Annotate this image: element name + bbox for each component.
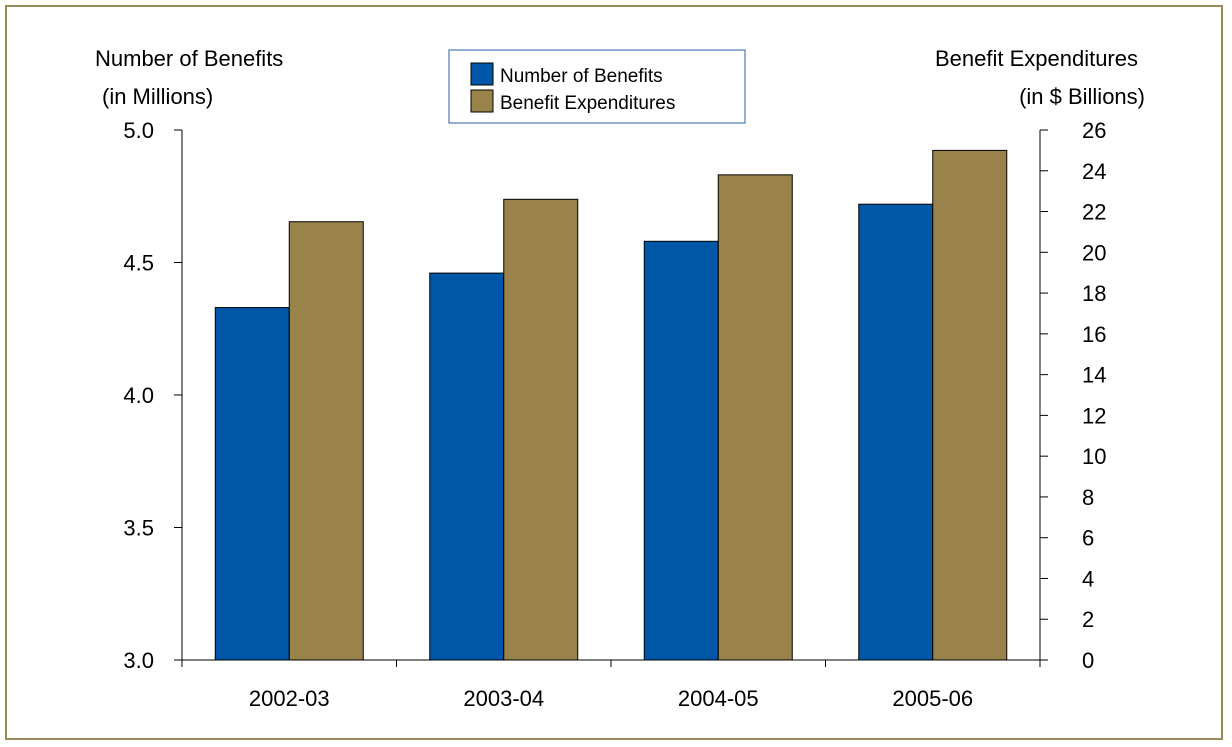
legend-swatch-number-of-benefits <box>470 62 494 86</box>
right-axis-tick-label: 10 <box>1082 444 1106 469</box>
right-axis-tick-label: 16 <box>1082 322 1106 347</box>
bar-benefit-expenditures-2005-06 <box>932 149 1008 661</box>
bar-number-of-benefits-2004-05 <box>643 240 719 661</box>
bar-number-of-benefits-2002-03 <box>214 307 290 661</box>
left-axis-tick-label: 4.5 <box>123 251 154 276</box>
left-axis-tick-label: 3.0 <box>123 648 154 673</box>
right-axis-tick-label: 2 <box>1082 607 1094 632</box>
right-axis-tick-label: 12 <box>1082 403 1106 428</box>
right-axis-tick-label: 8 <box>1082 485 1094 510</box>
right-axis-tick-label: 24 <box>1082 159 1106 184</box>
chart-frame <box>5 5 1223 740</box>
bar-number-of-benefits-2005-06 <box>858 203 934 661</box>
left-axis-tick-label: 4.0 <box>123 383 154 408</box>
axes-group: 2002-03 2003-04 2004-05 2005-06 3.0 3.5 4.0 4.5… <box>123 118 1106 711</box>
legend-box <box>448 49 746 124</box>
right-axis-tick-label: 4 <box>1082 566 1094 591</box>
bar-benefit-expenditures-2004-05 <box>717 174 793 661</box>
legend-swatch-benefit-expenditures <box>470 89 494 113</box>
left-axis-tick-label: 3.5 <box>123 516 154 541</box>
bar-benefit-expenditures-2003-04 <box>503 198 579 661</box>
legend: Number of Benefits Benefit Expenditures <box>448 49 746 124</box>
x-tick-label-2005-06: 2005-06 <box>892 686 973 711</box>
legend-label-benefit-expenditures: Benefit Expenditures <box>500 93 675 114</box>
right-axis-tick-label: 26 <box>1082 118 1106 143</box>
right-axis-tick-label: 14 <box>1082 363 1106 388</box>
right-axis-tick-label: 6 <box>1082 526 1094 551</box>
right-axis-label-line2: (in $ Billions) <box>1019 84 1145 109</box>
bar-benefit-expenditures-2002-03 <box>288 221 364 661</box>
legend-label-number-of-benefits: Number of Benefits <box>500 66 663 87</box>
right-axis-tick-label: 18 <box>1082 281 1106 306</box>
right-axis-tick-label: 22 <box>1082 200 1106 225</box>
x-tick-label-2003-04: 2003-04 <box>463 686 544 711</box>
right-axis-tick-label: 0 <box>1082 648 1094 673</box>
x-tick-label-2004-05: 2004-05 <box>678 686 759 711</box>
right-axis-label-line1: Benefit Expenditures <box>935 46 1138 71</box>
bar-number-of-benefits-2003-04 <box>429 272 505 661</box>
x-tick-label-2002-03: 2002-03 <box>249 686 330 711</box>
left-axis-label-line1: Number of Benefits <box>95 46 283 71</box>
right-axis-tick-label: 20 <box>1082 240 1106 265</box>
left-axis-tick-label: 5.0 <box>123 118 154 143</box>
left-axis-label-line2: (in Millions) <box>102 84 213 109</box>
bars-group <box>214 149 1008 661</box>
